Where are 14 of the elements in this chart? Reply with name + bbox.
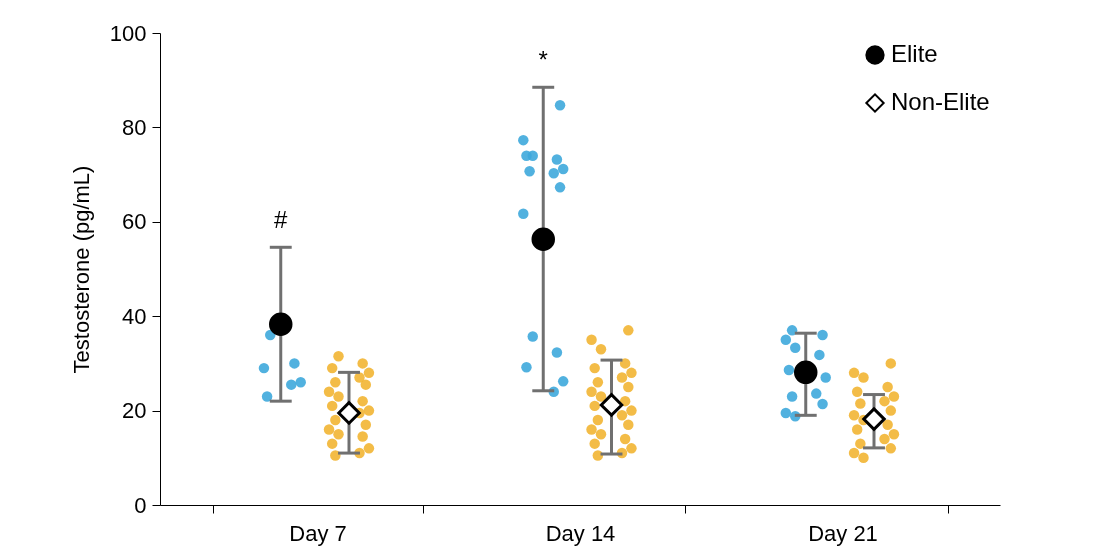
y-tick-label: 60 bbox=[122, 209, 147, 235]
legend-label: Non-Elite bbox=[891, 88, 990, 115]
y-tick-label: 0 bbox=[134, 492, 147, 518]
y-tick-label: 20 bbox=[122, 398, 147, 424]
legend-label: Elite bbox=[891, 40, 938, 67]
x-tick-label: Day 21 bbox=[808, 520, 878, 546]
x-tick-label: Day 14 bbox=[545, 520, 616, 546]
annotation: # bbox=[274, 206, 289, 234]
annotation: * bbox=[538, 46, 548, 74]
y-tick-label: 80 bbox=[122, 114, 147, 140]
y-tick-label: 100 bbox=[109, 20, 147, 46]
y-tick-label: 40 bbox=[122, 303, 147, 329]
y-axis-title: Testosterone (pg/mL) bbox=[68, 165, 94, 374]
x-tick-label: Day 7 bbox=[289, 520, 347, 546]
